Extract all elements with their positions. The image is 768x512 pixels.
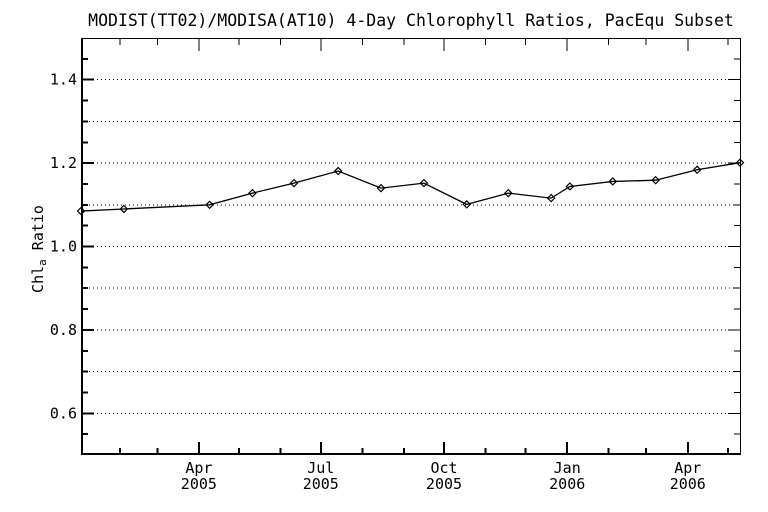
data-series-line	[80, 162, 741, 212]
data-point-marker	[376, 183, 386, 193]
data-point-marker	[419, 178, 429, 188]
data-point-marker	[333, 166, 343, 176]
x-tick-label-year: 2006	[549, 475, 585, 493]
data-point-marker	[692, 165, 702, 175]
data-point-marker	[205, 200, 214, 210]
x-tick-label-month: Jul	[307, 459, 334, 477]
x-tick-label-month: Oct	[430, 459, 457, 477]
data-point-marker	[119, 204, 129, 214]
y-tick-label: 1.4	[50, 71, 77, 89]
x-tick-label-year: 2006	[670, 475, 706, 493]
data-point-marker	[735, 158, 745, 168]
data-point-marker	[462, 200, 472, 209]
x-tick-label-month: Apr	[185, 459, 212, 477]
data-point-marker	[546, 193, 556, 203]
data-point-marker	[565, 182, 575, 191]
x-tick-label-year: 2005	[181, 475, 217, 493]
y-tick-label: 0.8	[50, 321, 77, 339]
x-tick-label-year: 2005	[303, 475, 339, 493]
data-point-marker	[651, 175, 660, 185]
data-point-marker	[289, 178, 299, 188]
x-tick-label-year: 2005	[426, 475, 462, 493]
x-tick-label-month: Apr	[674, 459, 701, 477]
data-point-marker	[76, 206, 86, 216]
data-point-marker	[248, 188, 257, 198]
y-tick-label: 1.0	[50, 238, 77, 256]
data-point-marker	[503, 188, 513, 198]
data-point-marker	[608, 177, 618, 186]
y-tick-label: 1.2	[50, 154, 77, 172]
x-tick-label-month: Jan	[554, 459, 581, 477]
y-tick-label: 0.6	[50, 404, 77, 422]
chart-title: MODIST(TT02)/MODISA(AT10) 4-Day Chloroph…	[88, 11, 734, 30]
